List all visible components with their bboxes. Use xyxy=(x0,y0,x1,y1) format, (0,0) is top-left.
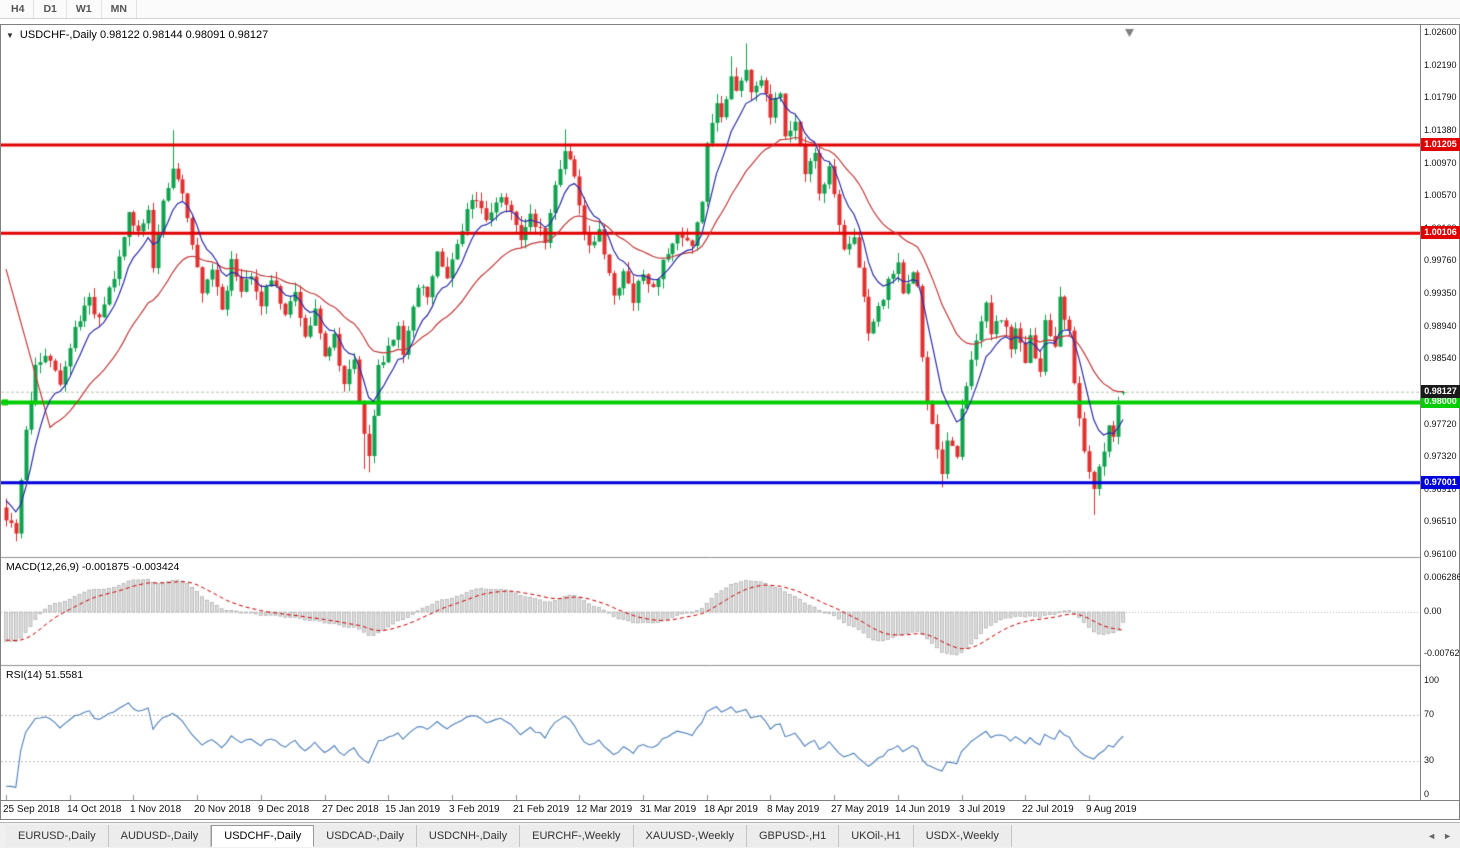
tab-scroll-right-icon[interactable]: ► xyxy=(1443,830,1452,841)
macd-axis-label: 0.006286 xyxy=(1424,571,1460,582)
chart-tabs: EURUSD-,Daily AUDUSD-,Daily USDCHF-,Daily U… xyxy=(6,824,1012,847)
tab-scroll-left-icon[interactable]: ◄ xyxy=(1427,830,1437,841)
collapse-icon[interactable]: ▼ xyxy=(6,30,14,40)
chart-tab-ukoil-h1[interactable]: UKOil-,H1 xyxy=(839,824,914,847)
chart-tab-usdcad-daily[interactable]: USDCAD-,Daily xyxy=(314,824,417,847)
current-price-badge: 0.98127 xyxy=(1421,385,1460,399)
chart-title: USDCHF-,Daily 0.98122 0.98144 0.98091 0.… xyxy=(19,29,269,41)
tab-scroll-controls: ◄ ► xyxy=(1427,831,1452,841)
chart-header: ▼ USDCHF-,Daily 0.98122 0.98144 0.98091 … xyxy=(6,29,268,41)
price-axis-label: 0.96910 xyxy=(1424,483,1457,494)
date-axis-label: 22 Jul 2019 xyxy=(1022,804,1074,815)
rsi-axis-label: 70 xyxy=(1424,709,1435,720)
macd-axis-label: 0.00 xyxy=(1424,606,1442,616)
chart-tab-eurchf-weekly[interactable]: EURCHF-,Weekly xyxy=(520,824,634,847)
chart-window: ▼ USDCHF-,Daily 0.98122 0.98144 0.98091 … xyxy=(0,24,1460,820)
macd-label: MACD(12,26,9) -0.001875 -0.003424 xyxy=(6,561,180,573)
chart-tab-usdcnh-daily[interactable]: USDCNH-,Daily xyxy=(416,824,521,847)
date-axis-label: 31 Mar 2019 xyxy=(640,804,697,815)
chart-tab-usdx-weekly[interactable]: USDX-,Weekly xyxy=(913,824,1012,847)
rsi-axis-label: 100 xyxy=(1424,675,1440,685)
chart-tab-eurusd-daily[interactable]: EURUSD-,Daily xyxy=(6,824,109,847)
price-axis-label: 1.02600 xyxy=(1424,27,1457,37)
rsi-label: RSI(14) 51.5581 xyxy=(6,669,84,681)
price-level-badge: 0.98000 xyxy=(1421,395,1460,409)
price-axis-label: 0.96100 xyxy=(1424,549,1457,559)
timeframe-button-mn[interactable]: MN xyxy=(102,0,137,18)
price-axis-label: 0.99760 xyxy=(1424,255,1457,266)
chart-tab-audusd-daily[interactable]: AUDUSD-,Daily xyxy=(108,824,212,847)
date-axis-label: 9 Aug 2019 xyxy=(1086,804,1137,815)
date-axis-label: 9 Dec 2018 xyxy=(258,804,310,815)
price-level-badge: 0.97001 xyxy=(1421,475,1460,489)
price-axis-label: 0.97720 xyxy=(1424,418,1457,429)
date-axis-label: 15 Jan 2019 xyxy=(385,804,441,815)
timeframe-button-w1[interactable]: W1 xyxy=(67,0,102,18)
timeframe-button-h4[interactable]: H4 xyxy=(2,0,35,18)
price-axis-label: 1.00570 xyxy=(1424,190,1457,201)
date-axis-label: 27 Dec 2018 xyxy=(322,804,379,815)
price-axis-label: 0.97320 xyxy=(1424,451,1457,462)
date-axis-label: 21 Feb 2019 xyxy=(513,804,570,815)
chart-tab-usdchf-daily[interactable]: USDCHF-,Daily xyxy=(211,824,315,847)
chart-tab-xauusd-weekly[interactable]: XAUUSD-,Weekly xyxy=(633,824,747,847)
chart-tab-gbpusd-h1[interactable]: GBPUSD-,H1 xyxy=(746,824,840,847)
price-chart-canvas[interactable] xyxy=(1,25,1420,800)
date-axis-label: 8 May 2019 xyxy=(767,804,820,815)
date-axis[interactable]: 25 Sep 2018 14 Oct 2018 1 Nov 2018 20 Nov 2… xyxy=(1,800,1459,819)
price-level-badge: 1.00106 xyxy=(1421,226,1460,240)
price-axis-label: 1.00970 xyxy=(1424,157,1457,168)
chart-tab-bar: EURUSD-,Daily AUDUSD-,Daily USDCHF-,Daily U… xyxy=(0,822,1460,848)
rsi-axis-label: 30 xyxy=(1424,754,1435,765)
date-axis-label: 12 Mar 2019 xyxy=(576,804,633,815)
date-axis-label: 14 Jun 2019 xyxy=(895,804,951,815)
price-axis-label: 1.01380 xyxy=(1424,124,1457,135)
price-level-badge: 1.01205 xyxy=(1421,138,1460,152)
price-axis-label: 0.98940 xyxy=(1424,320,1457,331)
macd-axis-label: -0.00762 xyxy=(1424,647,1460,658)
date-axis-label: 3 Jul 2019 xyxy=(959,804,1006,815)
price-axis-label: 0.96510 xyxy=(1424,516,1457,527)
price-axis-label: 1.02190 xyxy=(1424,59,1457,70)
timeframe-toolbar: H4 D1 W1 MN xyxy=(0,0,1460,19)
price-axis[interactable]: 1.02600 1.02190 1.01790 1.01380 1.00970 1.005… xyxy=(1420,25,1460,800)
timeframe-button-d1[interactable]: D1 xyxy=(34,0,67,18)
date-axis-label: 25 Sep 2018 xyxy=(3,804,60,815)
date-axis-label: 14 Oct 2018 xyxy=(67,804,122,815)
date-axis-label: 27 May 2019 xyxy=(831,804,889,815)
date-axis-label: 3 Feb 2019 xyxy=(449,804,500,815)
price-axis-label: 0.98540 xyxy=(1424,353,1457,364)
date-axis-label: 18 Apr 2019 xyxy=(704,804,758,815)
price-axis-label: 0.99350 xyxy=(1424,288,1457,298)
date-axis-label: 20 Nov 2018 xyxy=(194,804,251,815)
price-axis-label: 1.01790 xyxy=(1424,92,1457,103)
date-axis-label: 1 Nov 2018 xyxy=(130,804,182,815)
rsi-axis-label: 0 xyxy=(1424,789,1430,799)
